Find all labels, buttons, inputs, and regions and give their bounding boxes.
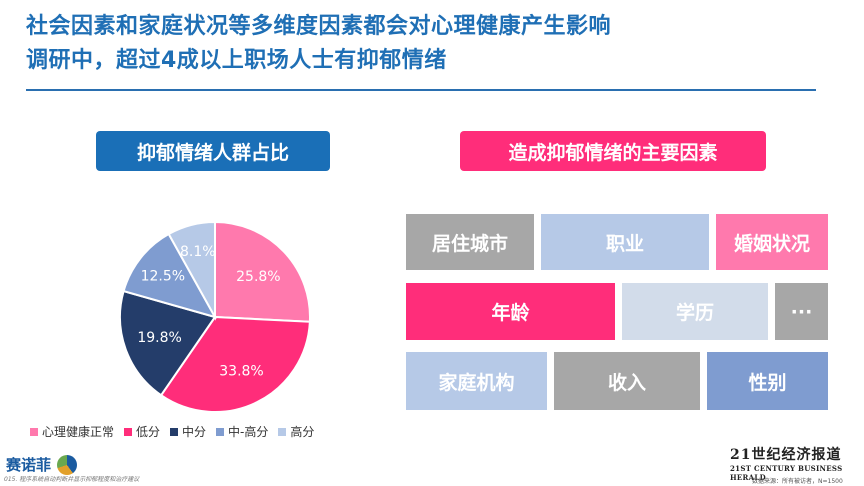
pie-value-label-1: 25.8% xyxy=(236,269,280,285)
pie-slice-4 xyxy=(122,232,218,319)
factor-block-2: 职业 xyxy=(541,214,709,270)
pie-slice-1 xyxy=(214,220,311,323)
legend-item-3: 中分 xyxy=(170,423,206,440)
legend-label-5: 高分 xyxy=(290,425,315,439)
legend-item-5: 高分 xyxy=(278,423,314,440)
legend-label-1: 心理健康正常 xyxy=(42,425,115,439)
footnote-left: 015. 程序系统自动判断并显示抑郁程度和治疗建议 xyxy=(4,476,140,483)
sanofi-logo-icon xyxy=(57,454,78,475)
title-line-2: 调研中，超过4成以上职场人士有抑郁情绪 xyxy=(26,48,447,73)
legend-item-2: 低分 xyxy=(124,423,160,440)
pie-value-label-4: 12.5% xyxy=(141,269,185,285)
legend-label-2: 低分 xyxy=(136,425,161,439)
legend-swatch-2 xyxy=(124,427,133,436)
factor-block-1: 居住城市 xyxy=(406,214,534,270)
factors-section-title: 造成抑郁情绪的主要因素 xyxy=(460,131,766,171)
pie-chart: 25.8% 33.8% 19.8% 12.5% 8.1% xyxy=(119,220,311,413)
herald-logo-cn: 21世纪经济报道 xyxy=(730,447,842,463)
pie-value-label-5: 8.1% xyxy=(180,244,216,260)
title-divider xyxy=(26,89,816,91)
legend-label-4: 中-高分 xyxy=(228,425,269,439)
legend-item-4: 中-高分 xyxy=(216,423,268,440)
factor-block-8: 收入 xyxy=(554,352,700,410)
sanofi-logo: 赛诺菲 xyxy=(6,454,78,475)
pie-slice-5 xyxy=(167,220,216,321)
herald-logo-en: 21ST CENTURY BUSINESS HERALD xyxy=(730,464,843,482)
pie-slice-3 xyxy=(119,289,217,397)
legend-swatch-5 xyxy=(278,427,287,436)
factor-block-6: ··· xyxy=(775,283,828,340)
legend-swatch-4 xyxy=(216,427,225,436)
legend-swatch-1 xyxy=(30,427,38,436)
pie-section-title: 抑郁情绪人群占比 xyxy=(96,131,330,171)
factor-block-7: 家庭机构 xyxy=(406,352,547,410)
legend-item-1: 心理健康正常 xyxy=(30,423,114,440)
herald-logo: 21世纪经济报道 21ST CENTURY BUSINESS HERALD xyxy=(730,444,864,482)
factor-block-4: 年龄 xyxy=(406,283,615,340)
factor-block-9: 性别 xyxy=(707,352,828,410)
pie-legend: 心理健康正常 低分 中分 中-高分 高分 xyxy=(30,423,314,440)
factor-block-5: 学历 xyxy=(622,283,768,340)
pie-value-label-2: 33.8% xyxy=(219,364,263,380)
title-line-1: 社会因素和家庭状况等多维度因素都会对心理健康产生影响 xyxy=(26,14,612,39)
data-source-note: 数据来源：所有被访者，N=1500 xyxy=(752,478,843,485)
legend-label-3: 中分 xyxy=(182,425,207,439)
pie-slice-2 xyxy=(159,315,311,413)
pie-value-label-3: 19.8% xyxy=(137,330,181,346)
factor-block-3: 婚姻状况 xyxy=(716,214,828,270)
legend-swatch-3 xyxy=(170,427,179,436)
page-title: 社会因素和家庭状况等多维度因素都会对心理健康产生影响 调研中，超过4成以上职场人… xyxy=(26,10,611,78)
sanofi-logo-text: 赛诺菲 xyxy=(6,456,52,474)
